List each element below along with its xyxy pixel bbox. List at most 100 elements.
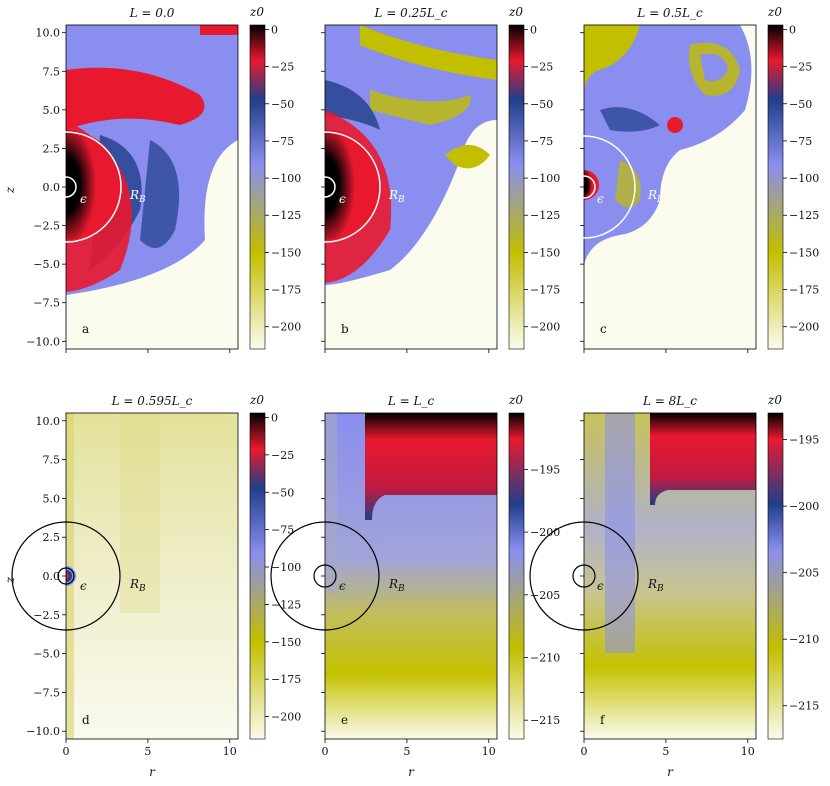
- eps-label-e: ϵ: [339, 579, 346, 593]
- panel-c: ϵ RB c L = 0.5L_c: [532, 6, 757, 350]
- colorbar-label-f: z0: [767, 393, 782, 407]
- colorbar-tick-label-e: −215: [530, 714, 560, 727]
- y-axis-label-top: z: [3, 186, 17, 194]
- panel-title-d: L = 0.595L_c: [111, 394, 193, 408]
- colorbar-tick-label-d: −125: [271, 598, 301, 611]
- heatmap-d: [66, 413, 238, 739]
- panel-f: ϵ RB f L = 8L_c: [529, 394, 757, 740]
- colorbar-tick-label-d: −75: [271, 524, 294, 537]
- colorbar-tick-label-e: −210: [530, 652, 560, 665]
- colorbar-tick-label-a: −25: [271, 61, 294, 74]
- y-tick-label-a: −5.0: [33, 258, 60, 271]
- colorbar-tick-label-b: −200: [530, 321, 560, 334]
- rb-circle-a: [10, 131, 122, 243]
- eps-label-a: ϵ: [80, 192, 87, 206]
- panel-letter-f: f: [600, 713, 606, 727]
- colorbar-tick-label-f: −200: [789, 500, 819, 513]
- y-tick-label-a: −10.0: [26, 335, 60, 348]
- panel-b: ϵ RB b L = 0.25L_c: [269, 6, 498, 350]
- colorbar-tick-label-a: −175: [271, 284, 301, 297]
- x-tick-label-d: 5: [144, 745, 151, 758]
- colorbar-tick-label-d: 0: [271, 411, 278, 424]
- colorbar-c: [767, 24, 784, 350]
- eps-circle-b: [314, 176, 336, 198]
- x-axis-label-d: r: [149, 765, 156, 779]
- eps-circle-e: [313, 564, 337, 588]
- colorbar-label-d: z0: [249, 393, 264, 407]
- colorbar-tick-label-c: 0: [789, 23, 796, 36]
- colorbar-tick-label-d: −175: [271, 673, 301, 686]
- panel-title-f: L = 8L_c: [642, 394, 697, 408]
- colorbar-tick-label-a: 0: [271, 23, 278, 36]
- colorbar-tick-label-e: −205: [530, 589, 560, 602]
- colorbar-tick-label-d: −200: [271, 711, 301, 724]
- panel-a: ϵ RB a L = 0.0: [10, 6, 239, 350]
- colorbar-tick-label-c: −175: [789, 284, 819, 297]
- colorbar-tick-label-b: −150: [530, 246, 560, 259]
- x-tick-label-e: 10: [482, 745, 496, 758]
- colorbar-label-e: z0: [508, 393, 523, 407]
- y-tick-label-d: −7.5: [33, 686, 60, 699]
- heatmap-a: [66, 25, 238, 349]
- colorbar-tick-label-c: −50: [789, 98, 812, 111]
- panel-d: ϵ RB d L = 0.595L_c: [11, 394, 239, 740]
- eps-circle-f: [572, 564, 596, 588]
- colorbar-tick-label-b: 0: [530, 23, 537, 36]
- x-tick-label-d: 10: [223, 745, 237, 758]
- colorbar-tick-label-b: −50: [530, 98, 553, 111]
- colorbar-tick-label-f: −215: [789, 700, 819, 713]
- x-tick-label-f: 10: [741, 745, 755, 758]
- panel-letter-e: e: [341, 713, 348, 727]
- panel-letter-a: a: [82, 322, 89, 336]
- colorbar-tick-label-f: −210: [789, 633, 819, 646]
- panel-e: ϵ RB e L = L_c: [270, 394, 498, 740]
- colorbar-tick-label-d: −50: [271, 486, 294, 499]
- colorbar-tick-label-c: −150: [789, 246, 819, 259]
- x-axis-label-e: r: [408, 765, 415, 779]
- colorbar-tick-label-d: −100: [271, 561, 301, 574]
- colorbar-e: [508, 412, 525, 740]
- y-tick-label-d: 0.0: [43, 570, 61, 583]
- eps-label-f: ϵ: [597, 579, 604, 593]
- y-tick-label-d: 10.0: [36, 415, 61, 428]
- colorbar-tick-label-c: −125: [789, 209, 819, 222]
- eps-label-d: ϵ: [80, 579, 87, 593]
- panel-title-c: L = 0.5L_c: [636, 6, 703, 20]
- colorbar-tick-label-a: −125: [271, 209, 301, 222]
- colorbar-tick-label-b: −125: [530, 209, 560, 222]
- colorbar-tick-label-c: −25: [789, 61, 812, 74]
- colorbar-tick-label-d: −150: [271, 636, 301, 649]
- rb-circle-b: [269, 131, 381, 243]
- tick-layer: 10.07.55.02.50.0−2.5−5.0−7.5−10.00−25−50…: [26, 23, 819, 758]
- eps-circle-d: [57, 567, 75, 585]
- rb-circle-c: [532, 135, 636, 239]
- y-tick-label-a: −2.5: [33, 220, 60, 233]
- colorbar-tick-label-b: −25: [530, 61, 553, 74]
- colorbar-tick-label-d: −25: [271, 449, 294, 462]
- colorbar-tick-label-c: −75: [789, 135, 812, 148]
- heatmap-e: [325, 413, 497, 739]
- colorbar-tick-label-a: −100: [271, 172, 301, 185]
- panel-letter-b: b: [341, 322, 349, 336]
- colorbar-b: [508, 24, 525, 350]
- heatmap-c: [584, 25, 756, 349]
- eps-circle-a: [55, 176, 77, 198]
- y-tick-label-a: 0.0: [43, 181, 61, 194]
- rb-circle-d: [11, 521, 121, 631]
- panel-title-e: L = L_c: [387, 394, 435, 408]
- y-tick-label-d: −5.0: [33, 648, 60, 661]
- y-tick-label-a: 7.5: [43, 65, 61, 78]
- colorbar-tick-label-c: −100: [789, 172, 819, 185]
- colorbar-tick-label-f: −205: [789, 567, 819, 580]
- colorbar-label-a: z0: [249, 5, 264, 19]
- eps-label-c: ϵ: [597, 192, 604, 206]
- x-tick-label-d: 0: [63, 745, 70, 758]
- x-axis-label-f: r: [667, 765, 674, 779]
- colorbar-d: [249, 412, 266, 740]
- x-tick-label-e: 5: [403, 745, 410, 758]
- x-tick-label-e: 0: [322, 745, 329, 758]
- y-tick-label-d: 7.5: [43, 454, 61, 467]
- colorbar-tick-label-a: −150: [271, 246, 301, 259]
- y-tick-label-d: −10.0: [26, 725, 60, 738]
